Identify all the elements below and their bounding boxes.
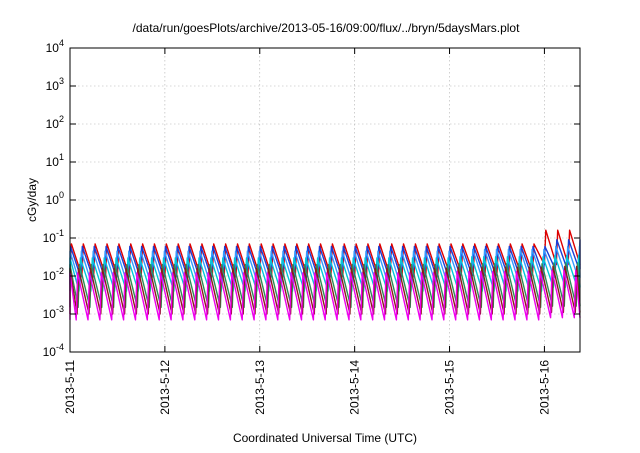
y-tick-label: 10-3 xyxy=(43,304,64,321)
x-tick-label: 2013-5-13 xyxy=(253,360,267,415)
x-tick-label: 2013-5-16 xyxy=(537,360,551,415)
chart-title: /data/run/goesPlots/archive/2013-05-16/0… xyxy=(133,21,521,35)
series-line xyxy=(69,265,581,315)
x-tick-label: 2013-5-12 xyxy=(158,360,172,415)
y-tick-label: 101 xyxy=(46,152,64,169)
series-line xyxy=(69,269,581,321)
x-tick-label: 2013-5-11 xyxy=(63,360,77,414)
y-tick-label: 102 xyxy=(46,114,64,131)
x-axis-label: Coordinated Universal Time (UTC) xyxy=(233,431,417,445)
y-tick-label: 10-4 xyxy=(43,342,64,359)
x-tick-label: 2013-5-14 xyxy=(348,360,362,415)
axis-ticks: 10-4 10-3 10-2 10-1 100 101 102 103 104 2013-5-11… xyxy=(43,38,580,415)
y-tick-label: 104 xyxy=(46,38,64,55)
x-tick-label: 2013-5-15 xyxy=(443,360,457,415)
y-axis-label: cGy/day xyxy=(25,178,39,222)
y-tick-label: 103 xyxy=(46,76,64,93)
y-tick-label: 10-2 xyxy=(43,266,64,283)
y-tick-label: 100 xyxy=(46,190,64,207)
y-tick-label: 10-1 xyxy=(43,228,64,245)
series-layer xyxy=(69,229,581,321)
